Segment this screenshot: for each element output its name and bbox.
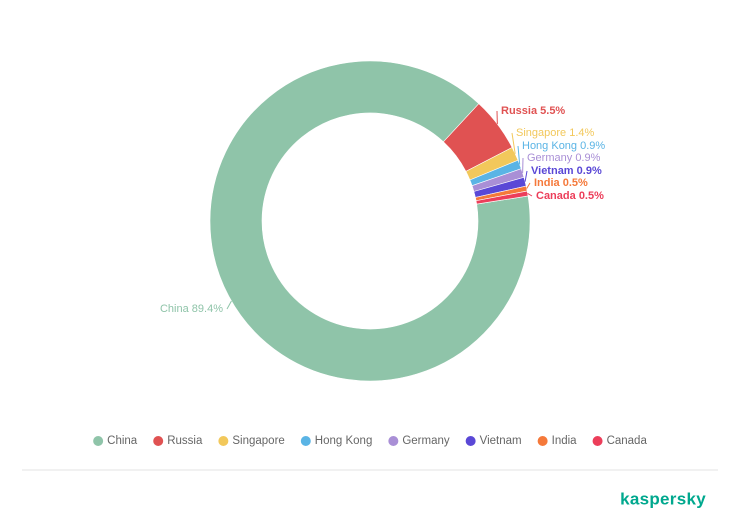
data-label-name: Germany (527, 152, 573, 164)
logo: kaspersky (620, 489, 706, 508)
leader-line (527, 193, 533, 197)
data-label-name: Vietnam (531, 165, 574, 177)
legend-swatch (218, 436, 229, 446)
data-label-value: 0.9% (575, 152, 600, 164)
data-label: India 0.5% (534, 177, 588, 189)
data-label-value: 0.9% (577, 165, 602, 177)
legend-label: Vietnam (480, 435, 522, 447)
data-label-value: 5.5% (540, 105, 565, 117)
data-label: Russia 5.5% (501, 105, 565, 117)
legend-swatch (592, 436, 603, 446)
legend-label: Canada (607, 435, 648, 447)
leader-line (524, 170, 528, 182)
leader-line (526, 182, 531, 189)
legend-swatch (537, 436, 548, 446)
leader-line (226, 300, 232, 310)
data-label-value: 1.4% (569, 127, 594, 139)
legend-label: India (552, 435, 578, 447)
data-label: Hong Kong 0.9% (522, 140, 605, 152)
data-label-name: Singapore (516, 127, 566, 139)
data-label: Vietnam 0.9% (531, 165, 602, 177)
data-label-value: 0.5% (579, 190, 604, 202)
legend-label: Hong Kong (315, 435, 373, 447)
legend-label: Russia (167, 435, 203, 447)
data-label-name: India (534, 177, 561, 189)
data-label: Germany 0.9% (527, 152, 601, 164)
data-label: Singapore 1.4% (516, 127, 595, 139)
data-label-name: China (160, 303, 190, 315)
legend-label: China (107, 435, 138, 447)
legend-swatch (93, 436, 104, 446)
data-label: China 89.4% (160, 303, 223, 315)
legend-label: Singapore (232, 435, 284, 447)
legend-swatch (465, 436, 476, 446)
legend-swatch (388, 436, 399, 446)
data-label-value: 0.5% (563, 177, 588, 189)
donut-segment (475, 190, 529, 205)
legend-label: Germany (402, 435, 450, 447)
data-label-name: Hong Kong (522, 140, 577, 152)
data-label-value: 0.9% (580, 140, 605, 152)
leader-line (511, 132, 516, 154)
data-label-value: 89.4% (192, 303, 223, 315)
data-label-name: Russia (501, 105, 538, 117)
donut-segment (209, 60, 531, 382)
legend-swatch (300, 436, 311, 446)
data-label-name: Canada (536, 190, 577, 202)
legend-swatch (153, 436, 164, 446)
data-label: Canada 0.5% (536, 190, 604, 202)
leader-line (517, 145, 521, 165)
legend: China Russia Singapore Hong Kong Germany Viet… (93, 435, 647, 447)
